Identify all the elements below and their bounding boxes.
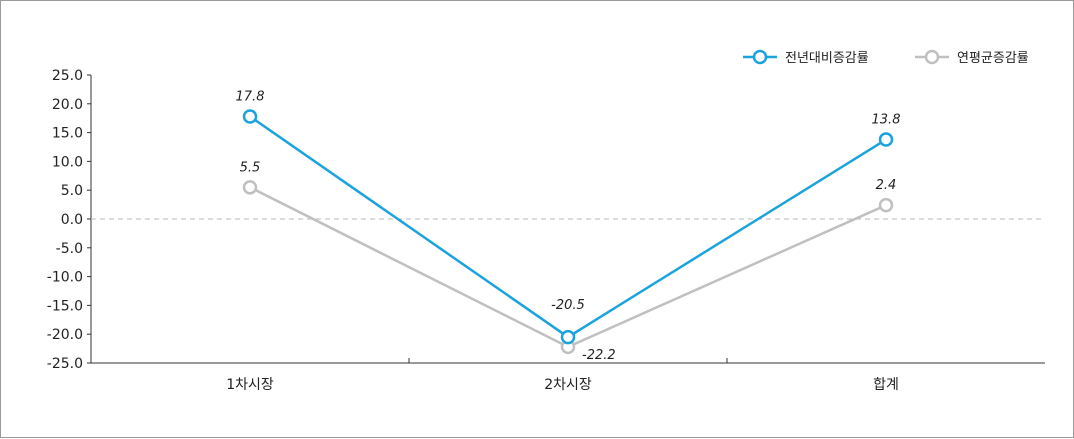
data-point bbox=[242, 109, 258, 124]
data-label: -20.5 bbox=[551, 298, 585, 313]
data-point bbox=[560, 329, 576, 345]
y-tick-label: 0.0 bbox=[61, 212, 83, 228]
y-tick-label: 5.0 bbox=[61, 183, 83, 199]
x-category-label: 합계 bbox=[873, 377, 899, 393]
data-point bbox=[878, 197, 894, 213]
x-category-label: 2차시장 bbox=[544, 377, 592, 393]
legend-swatch-marker bbox=[924, 49, 940, 65]
y-tick-label: 20.0 bbox=[52, 97, 83, 113]
series-line bbox=[249, 186, 887, 349]
data-point bbox=[242, 180, 258, 195]
data-label: 5.5 bbox=[240, 160, 261, 175]
y-tick-label: -10.0 bbox=[47, 270, 83, 286]
y-tick-label: -5.0 bbox=[56, 241, 83, 257]
y-tick-label: -25.0 bbox=[47, 356, 83, 372]
y-tick-label: 15.0 bbox=[52, 126, 83, 142]
y-tick-label: 25.0 bbox=[52, 68, 83, 84]
data-label: 17.8 bbox=[236, 89, 265, 104]
data-label: -22.2 bbox=[582, 348, 616, 363]
data-point bbox=[878, 132, 894, 147]
data-label: 2.4 bbox=[876, 178, 897, 193]
x-category-label: 1차시장 bbox=[226, 377, 274, 393]
legend-swatch-marker bbox=[752, 49, 768, 65]
legend-label: 연평균증감률 bbox=[957, 51, 1029, 66]
y-tick-label: 10.0 bbox=[52, 154, 83, 170]
legend-label: 전년대비증감률 bbox=[785, 51, 869, 66]
y-tick-label: -20.0 bbox=[47, 327, 83, 343]
data-label: 13.8 bbox=[872, 113, 901, 128]
y-tick-label: -15.0 bbox=[47, 298, 83, 314]
